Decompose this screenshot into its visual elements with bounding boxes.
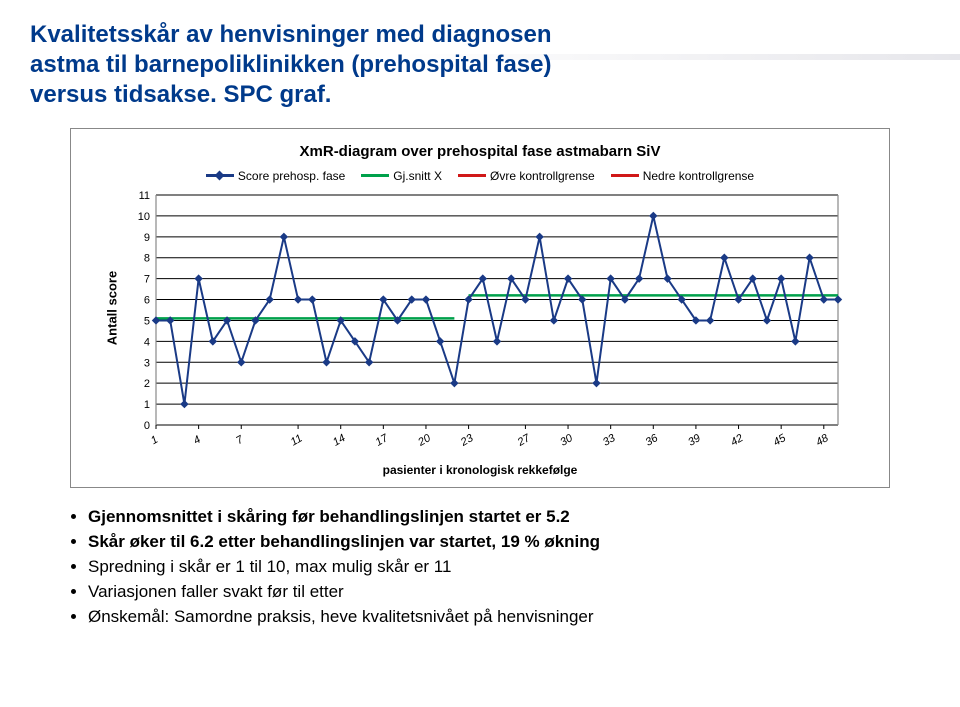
svg-text:39: 39: [686, 432, 703, 449]
svg-text:27: 27: [515, 432, 533, 449]
page-title: Kvalitetsskår av henvisninger med diagno…: [30, 20, 930, 110]
chart-panel: XmR-diagram over prehospital fase astmab…: [70, 128, 890, 488]
svg-text:23: 23: [458, 432, 476, 449]
svg-text:20: 20: [415, 432, 433, 449]
svg-text:5: 5: [144, 315, 150, 327]
legend-item: Score prehosp. fase: [206, 169, 345, 183]
title-line-2: astma til barnepoliklinikken (prehospita…: [30, 51, 551, 78]
chart-ylabel: Antall score: [105, 271, 120, 345]
title-line-3: versus tidsakse. SPC graf.: [30, 81, 331, 108]
bullet-item: Skår øker til 6.2 etter behandlingslinje…: [88, 531, 912, 554]
svg-text:11: 11: [289, 432, 305, 448]
svg-text:42: 42: [729, 432, 746, 449]
svg-text:3: 3: [144, 357, 150, 369]
svg-text:1: 1: [149, 434, 160, 447]
svg-text:8: 8: [144, 253, 150, 265]
svg-text:1: 1: [144, 399, 150, 411]
svg-text:9: 9: [144, 232, 150, 244]
bullet-item: Ønskemål: Samordne praksis, heve kvalite…: [88, 606, 912, 629]
bullet-item: Spredning i skår er 1 til 10, max mulig …: [88, 556, 912, 579]
svg-text:4: 4: [144, 336, 150, 348]
bullet-item: Variasjonen faller svakt før til etter: [88, 581, 912, 604]
legend-item: Nedre kontrollgrense: [611, 169, 754, 183]
bullet-item: Gjennomsnittet i skåring før behandlings…: [88, 506, 912, 529]
svg-text:7: 7: [234, 433, 246, 447]
svg-text:2: 2: [144, 378, 150, 390]
svg-text:4: 4: [191, 434, 202, 447]
legend-item: Gj.snitt X: [361, 169, 442, 183]
chart-legend: Score prehosp. fase Gj.snitt X Øvre kontro…: [85, 168, 875, 183]
chart-title: XmR-diagram over prehospital fase astmab…: [85, 143, 875, 160]
svg-text:10: 10: [138, 211, 150, 223]
svg-text:30: 30: [558, 432, 575, 449]
chart-svg: 0123456789101114711141720232730333639424…: [110, 189, 850, 459]
chart-xlabel: pasienter i kronologisk rekkefølge: [85, 463, 875, 477]
svg-text:36: 36: [643, 432, 660, 449]
svg-text:11: 11: [139, 190, 150, 202]
svg-text:14: 14: [331, 432, 348, 449]
svg-text:33: 33: [601, 432, 618, 449]
svg-text:0: 0: [144, 420, 150, 432]
svg-text:6: 6: [144, 294, 150, 306]
bullet-list: Gjennomsnittet i skåring før behandlings…: [48, 506, 912, 629]
svg-text:45: 45: [771, 432, 788, 449]
svg-text:7: 7: [144, 273, 150, 285]
svg-text:48: 48: [814, 432, 831, 449]
svg-text:17: 17: [374, 432, 391, 449]
legend-item: Øvre kontrollgrense: [458, 169, 595, 183]
title-line-1: Kvalitetsskår av henvisninger med diagno…: [30, 21, 552, 48]
